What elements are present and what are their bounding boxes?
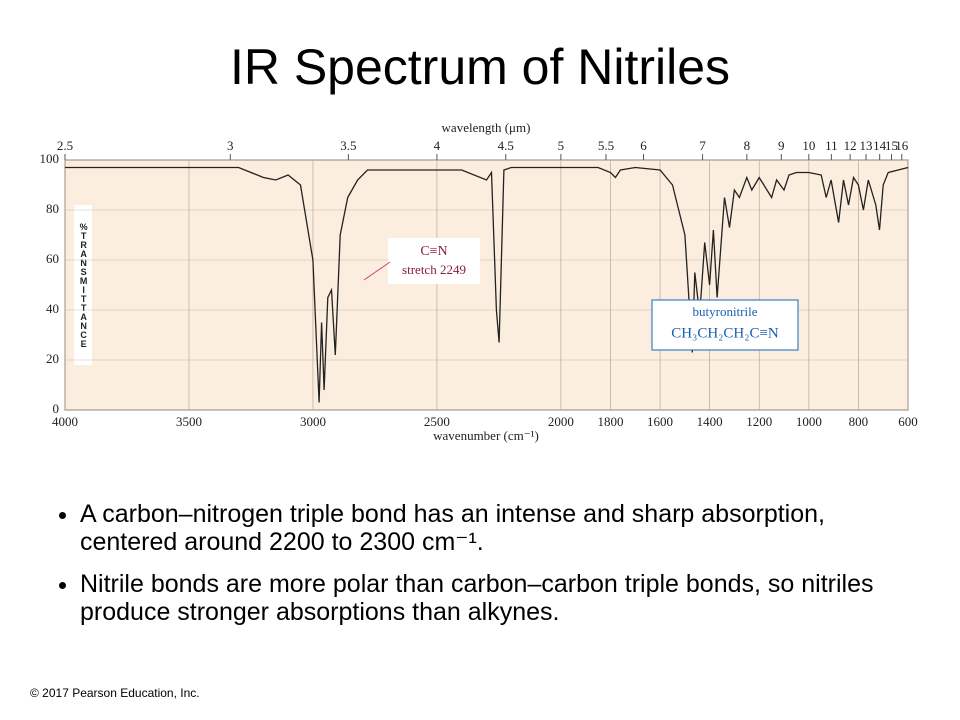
plot-background	[64, 159, 909, 411]
spectrum-line	[65, 166, 909, 403]
x2-tick-label: 13	[860, 138, 873, 153]
annotation-box	[388, 238, 480, 284]
x2-tick-label: 16	[895, 138, 909, 153]
x-tick-label: 1400	[697, 414, 723, 429]
bullet: A carbon–nitrogen triple bond has an int…	[80, 500, 910, 556]
chart: wavelength (μm) wavenumber (cm⁻¹) %TRANS…	[40, 120, 918, 443]
x-tick-label: 800	[849, 414, 869, 429]
y-tick-label: 80	[46, 201, 59, 216]
x2-tick-label: 7	[699, 138, 706, 153]
x2-tick-label: 6	[640, 138, 647, 153]
slide-title: IR Spectrum of Nitriles	[229, 39, 731, 95]
x2-tick-label: 9	[778, 138, 785, 153]
x2-tick-label: 3.5	[340, 138, 356, 153]
compound-name: butyronitrile	[693, 304, 758, 319]
x2-tick-label: 11	[825, 138, 838, 153]
x2-tick-label: 2.5	[57, 138, 73, 153]
x-axis-label: wavenumber (cm⁻¹)	[433, 428, 539, 443]
annotation-pointer	[363, 261, 391, 281]
annotation-bond: C≡N	[420, 244, 447, 259]
annotation-stretch: stretch 2249	[402, 262, 466, 277]
x2-tick-label: 5.5	[598, 138, 614, 153]
compound-box	[651, 299, 799, 351]
x-tick-label: 2500	[424, 414, 450, 429]
y-tick-label: 40	[46, 301, 59, 316]
x-tick-label: 600	[898, 414, 918, 429]
x-tick-label: 1000	[796, 414, 822, 429]
bullet-list: A carbon–nitrogen triple bond has an int…	[50, 500, 910, 640]
x2-tick-label: 5	[558, 138, 565, 153]
y-tick-label: 0	[53, 401, 60, 416]
x2-axis-label: wavelength (μm)	[442, 120, 531, 135]
x-tick-label: 3000	[300, 414, 326, 429]
y-label-box	[74, 205, 92, 365]
x2-tick-label: 10	[802, 138, 815, 153]
x2-tick-label: 4.5	[498, 138, 514, 153]
x2-tick-label: 12	[844, 138, 857, 153]
y-tick-label: 20	[46, 351, 59, 366]
x2-tick-label: 14	[873, 138, 887, 153]
x-tick-label: 3500	[176, 414, 202, 429]
copyright: © 2017 Pearson Education, Inc.	[30, 686, 200, 700]
x2-tick-label: 15	[885, 138, 898, 153]
bullet: Nitrile bonds are more polar than carbon…	[80, 570, 910, 626]
x-tick-label: 1600	[647, 414, 673, 429]
x2-tick-label: 8	[744, 138, 751, 153]
x-tick-label: 2000	[548, 414, 574, 429]
y-axis-label: %TRANSMITTANCE	[79, 222, 89, 348]
x-tick-label: 1200	[746, 414, 772, 429]
y-tick-label: 60	[46, 251, 59, 266]
compound-formula: CH₃CH₂CH₂C≡N	[671, 325, 779, 341]
x2-tick-label: 4	[434, 138, 441, 153]
y-tick-label: 100	[40, 151, 60, 166]
x-tick-label: 1800	[597, 414, 623, 429]
x-tick-label: 4000	[52, 414, 78, 429]
x2-tick-label: 3	[227, 138, 234, 153]
